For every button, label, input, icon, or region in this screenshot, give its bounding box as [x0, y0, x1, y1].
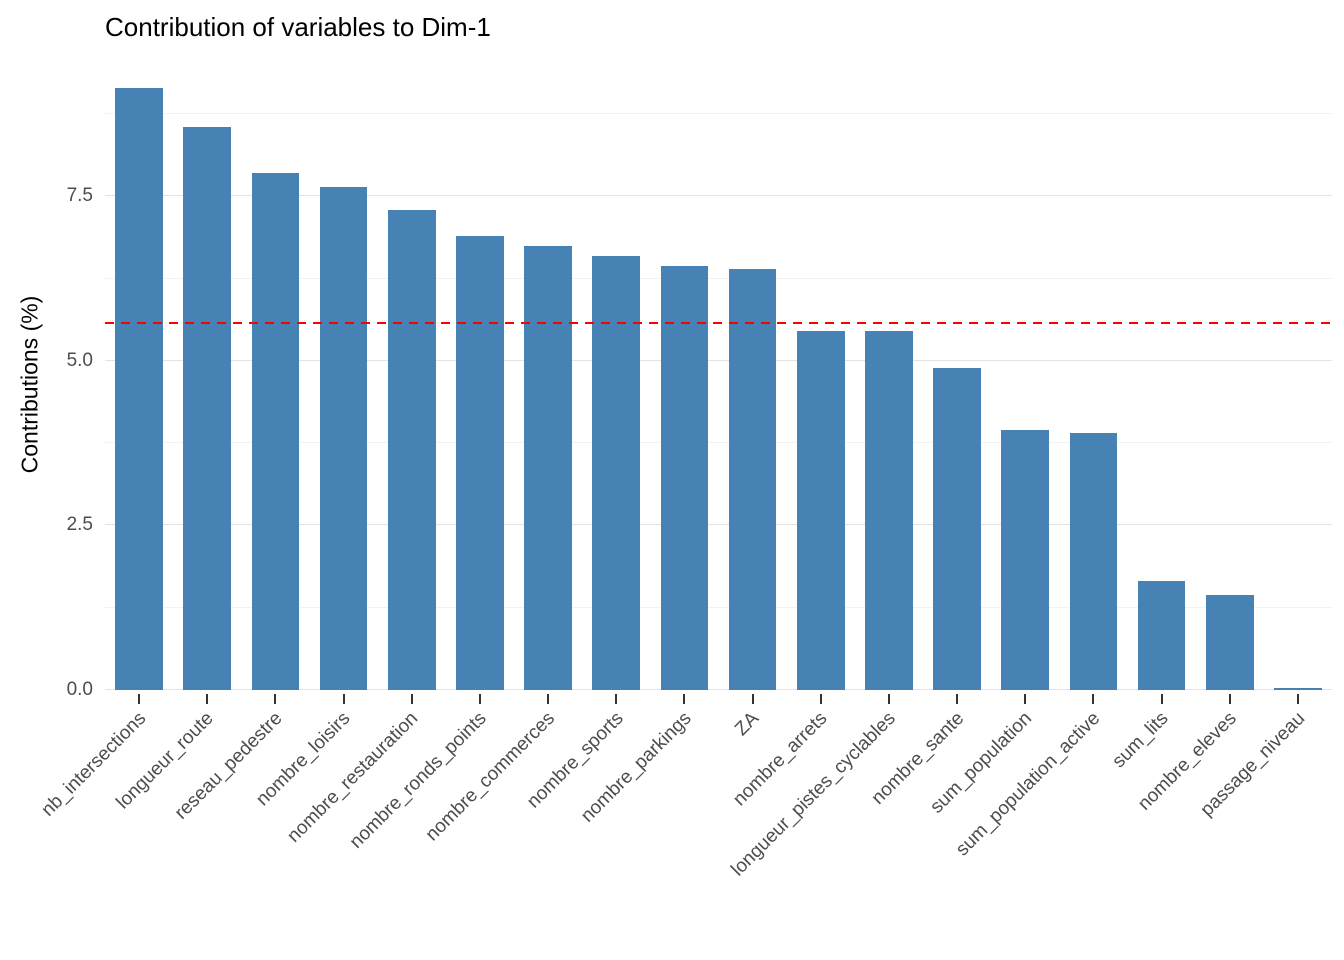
x-axis-tick-marks	[105, 690, 1332, 706]
x-tick-mark	[138, 694, 141, 704]
y-axis-tick-labels: 0.0 2.5 5.0 7.5	[0, 78, 93, 700]
bar-reseau_pedestre	[251, 173, 300, 690]
bar-sum_lits	[1137, 581, 1186, 690]
x-axis-label: nombre_commerces	[421, 708, 559, 846]
x-tick-mark	[1160, 694, 1163, 704]
bar-nombre_restauration	[387, 209, 436, 690]
x-tick-mark	[478, 694, 481, 704]
x-tick-mark	[1092, 694, 1095, 704]
x-tick-mark	[1296, 694, 1299, 704]
bar-nombre_sante	[933, 367, 981, 690]
bar-nombre_arrets	[796, 331, 845, 690]
y-tick-label: 2.5	[66, 514, 93, 536]
x-tick-mark	[1024, 694, 1027, 704]
y-tick-label: 7.5	[66, 185, 93, 207]
x-tick-mark	[956, 694, 959, 704]
expected-contribution-reference-line	[105, 322, 1332, 325]
bar-sum_population_active	[1069, 433, 1118, 690]
x-tick-mark	[751, 694, 754, 704]
x-tick-mark	[1228, 694, 1231, 704]
bar-nombre_parkings	[660, 265, 709, 690]
gridline	[105, 195, 1332, 197]
x-tick-mark	[410, 694, 413, 704]
gridline	[105, 113, 1332, 115]
gridline	[105, 442, 1332, 444]
x-tick-mark	[615, 694, 618, 704]
plot-area	[105, 78, 1332, 690]
x-axis-labels: nb_intersections longueur_route reseau_ped…	[37, 708, 1332, 958]
chart-title: Contribution of variables to Dim-1	[105, 12, 491, 42]
bar-nombre_commerces	[524, 245, 572, 690]
bar-passage_niveau	[1274, 688, 1322, 690]
y-tick-label: 5.0	[66, 349, 93, 371]
bar-longueur_route	[183, 127, 232, 690]
bar-ZA	[728, 268, 777, 690]
bar-nombre_eleves	[1205, 594, 1254, 690]
gridline	[105, 359, 1332, 361]
bar-sum_population	[1001, 430, 1050, 690]
x-axis-label: ZA	[731, 708, 764, 741]
bar-nombre_loisirs	[319, 186, 368, 690]
x-tick-mark	[342, 694, 345, 704]
gridline	[105, 277, 1332, 279]
bar-longueur_pistes_cyclables	[865, 331, 913, 690]
x-tick-mark	[274, 694, 277, 704]
bar-nombre_sports	[592, 255, 641, 690]
x-tick-mark	[819, 694, 822, 704]
bar-nombre_ronds_points	[456, 235, 504, 690]
gridline	[105, 689, 1332, 690]
x-tick-mark	[206, 694, 209, 704]
x-tick-mark	[683, 694, 686, 704]
gridline	[105, 524, 1332, 526]
x-axis-label: sum_lits	[1108, 708, 1173, 773]
x-tick-mark	[547, 694, 550, 704]
y-tick-label: 0.0	[66, 679, 93, 700]
gridline	[105, 606, 1332, 608]
x-tick-mark	[887, 694, 890, 704]
bar-nb_intersections	[115, 87, 163, 690]
x-axis-label: nombre_restauration	[283, 708, 423, 847]
